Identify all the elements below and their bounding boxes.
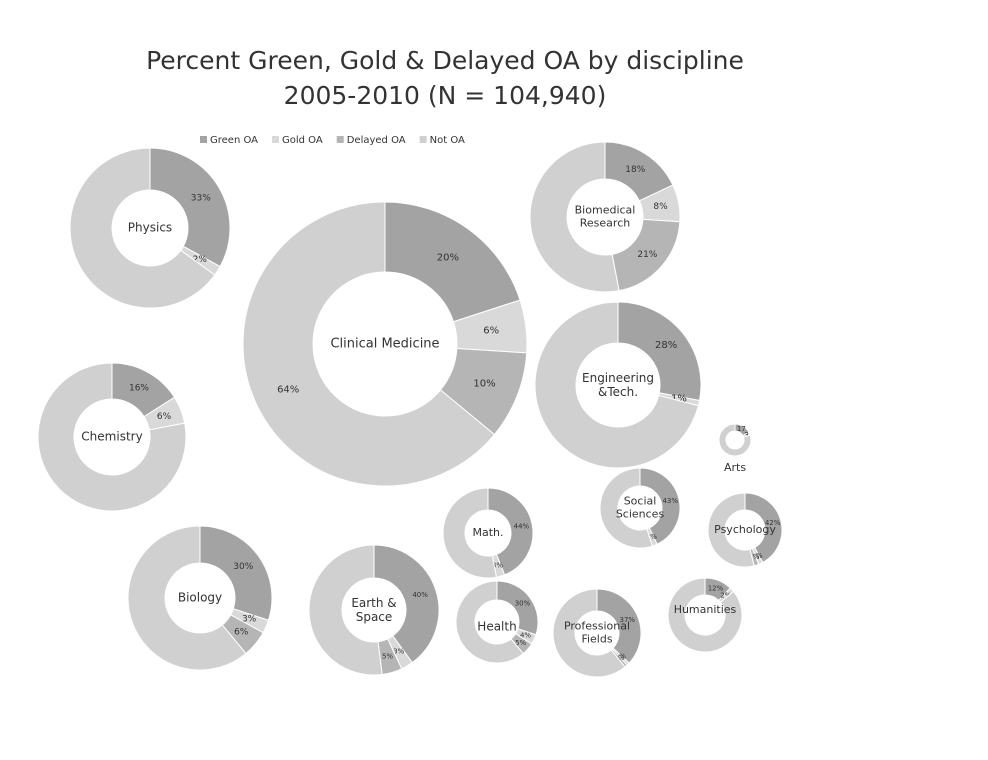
donut-label: Physics (128, 221, 172, 235)
legend-label: Gold OA (282, 135, 323, 146)
data-label: 2% (720, 591, 731, 599)
donut-segment (744, 492, 783, 564)
donut-label: Math. (472, 526, 503, 539)
legend-swatch (200, 136, 207, 143)
data-label: 6% (483, 326, 499, 337)
data-label: 2% (193, 255, 208, 265)
donut-label: Psychology (714, 523, 776, 536)
data-label: 2% (752, 552, 763, 560)
data-label: 6% (234, 628, 249, 638)
data-label: 12% (708, 585, 724, 593)
data-label: 44% (514, 523, 530, 531)
donut-segment (37, 362, 187, 512)
data-label: 3% (242, 615, 257, 625)
donut-segment (487, 487, 534, 576)
donut-segment (242, 201, 496, 487)
donut-segment (617, 301, 702, 402)
donut-label: Earth & Space (351, 595, 396, 623)
data-label: 28% (655, 340, 677, 351)
donut-label: Humanities (674, 603, 737, 616)
legend-label: Green OA (210, 135, 258, 146)
donut-segment (127, 525, 247, 671)
legend-swatch (419, 136, 427, 143)
data-label: 4% (520, 631, 531, 639)
donut-segment (718, 423, 752, 457)
donut-segment (308, 544, 383, 676)
donut-label: Biology (178, 591, 222, 605)
data-label: 64% (277, 385, 299, 396)
data-label: 1% (671, 394, 687, 405)
donut-segment (667, 577, 743, 653)
data-label: 3 (744, 431, 748, 439)
donut-segment (534, 301, 700, 469)
donut-segment (599, 467, 653, 549)
donut-segment (639, 467, 681, 545)
data-label: 10% (473, 378, 495, 389)
data-label: 5% (382, 653, 393, 661)
data-label: 40% (412, 591, 428, 599)
donut-segment (69, 147, 216, 309)
data-label: 8% (653, 202, 668, 212)
donut-segment (455, 580, 524, 664)
data-label: 3% (393, 648, 404, 656)
donut-segment (552, 588, 626, 678)
data-label: 1% (613, 654, 624, 662)
data-label: 43% (662, 497, 678, 505)
data-label: 30% (515, 599, 531, 607)
data-label: 33% (191, 193, 211, 203)
donut-label: Chemistry (81, 430, 142, 444)
legend-swatch (336, 136, 344, 143)
data-label: 21% (637, 250, 657, 260)
data-label: 1% (615, 652, 626, 660)
donut-segment (596, 588, 642, 664)
data-label: 37% (620, 616, 636, 624)
donut-segment (707, 492, 755, 568)
legend-label: Delayed OA (347, 135, 406, 146)
donut-label: Health (477, 620, 516, 634)
legend-swatch (272, 136, 279, 143)
donut-segment (199, 525, 273, 621)
donut-segment (149, 147, 231, 268)
data-label: 2% (646, 533, 657, 541)
donut-label: Arts (724, 461, 746, 474)
donut-label: Professional Fields (564, 619, 630, 645)
donut-segment (384, 201, 521, 323)
data-label: 3% (492, 562, 503, 570)
data-label: 6% (157, 412, 172, 422)
chart-title: Percent Green, Gold & Delayed OA by disc… (146, 46, 744, 75)
donut-label: Engineering &Tech. (582, 370, 654, 398)
legend-label: Not OA (430, 135, 465, 146)
data-label: 30% (233, 562, 253, 572)
chart-subtitle: 2005-2010 (N = 104,940) (284, 81, 607, 110)
donut-label: Biomedical Research (575, 203, 636, 229)
data-label: 42% (765, 519, 781, 527)
data-label: 2% (748, 553, 759, 561)
data-label: 16% (129, 383, 149, 393)
donut-segment (373, 544, 440, 664)
donut-label: Clinical Medicine (330, 337, 439, 352)
data-label: 5% (515, 639, 526, 647)
data-label: 20% (437, 252, 459, 263)
data-label: 17 (737, 425, 746, 433)
data-label: 18% (625, 165, 645, 175)
donut-segment (529, 141, 620, 293)
donut-segment (442, 487, 498, 579)
donut-label: Social Sciences (616, 494, 665, 520)
